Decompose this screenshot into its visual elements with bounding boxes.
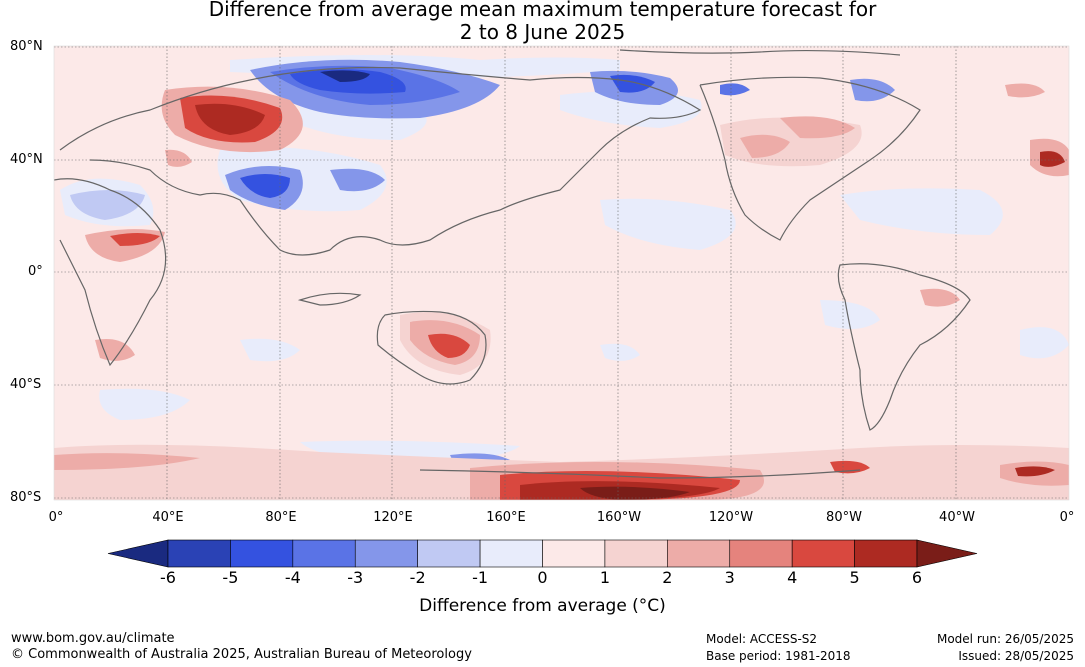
coastlines [54,49,971,479]
lon-label-0-left: 0° [48,510,64,525]
colorbar-tick-label: 5 [849,568,860,587]
lon-label-160e: 160°E [486,510,526,525]
colorbar-cell [230,539,294,568]
lon-label-80e: 80°E [265,510,297,525]
colorbar-arrow-low [107,539,169,568]
colorbar-cell [167,539,231,568]
footer-model: Model: ACCESS-S2 [706,632,818,646]
colorbar-cell [542,539,606,568]
footer-model-run: Model run: 26/05/2025 [936,632,1074,646]
footer-copyright: © Commonwealth of Australia 2025, Austra… [11,647,472,662]
lon-label-40e: 40°E [152,510,184,525]
colorbar-label: Difference from average (°C) [419,596,666,616]
colorbar-cell [729,539,793,568]
anomaly-warm-regions [54,83,1069,500]
map-title-line2: 2 to 8 June 2025 [459,20,626,44]
colorbar-cell [354,539,418,568]
lat-label-equator: 0° [28,264,43,279]
colorbar-tick-label: 6 [911,568,923,587]
graticule [54,46,1069,500]
colorbar-tick-label: -5 [222,568,239,587]
colorbar-tick-label: 0 [537,568,548,587]
lat-label-40s: 40°S [10,377,42,392]
lon-label-0-right: 0° [1059,510,1075,525]
lon-label-40w: 40°W [939,510,975,525]
colorbar-tick-label: 3 [724,568,735,587]
lat-label-80n: 80°N [10,39,43,54]
lon-label-120w: 120°W [708,510,754,525]
colorbar-tick-label: 2 [662,568,673,587]
colorbar-cell [479,539,543,568]
colorbar-cell [667,539,731,568]
map-title-line1: Difference from average mean maximum tem… [208,0,877,21]
colorbar-tick-label: 4 [787,568,798,587]
footer-base-period: Base period: 1981-2018 [706,649,851,663]
lat-label-40n: 40°N [10,152,43,167]
colorbar-cell [417,539,481,568]
colorbar-tick-label: 1 [599,568,610,587]
footer-issued: Issued: 28/05/2025 [958,649,1074,663]
colorbar-tick-label: -3 [347,568,364,587]
lon-label-80w: 80°W [826,510,862,525]
lon-label-160w: 160°W [596,510,642,525]
lat-label-80s: 80°S [10,490,42,505]
colorbar-tick-label: -4 [284,568,301,587]
footer-url[interactable]: www.bom.gov.au/climate [11,631,175,646]
colorbar-cell [791,539,855,568]
colorbar-arrow-high [916,539,978,568]
colorbar-tick-label: -2 [409,568,426,587]
colorbar-cell [604,539,668,568]
colorbar-tick-label: -6 [160,568,176,587]
colorbar-tick-label: -1 [472,568,489,587]
colorbar-cell [854,539,918,568]
colorbar-cell [292,539,356,568]
lon-label-120e: 120°E [373,510,413,525]
